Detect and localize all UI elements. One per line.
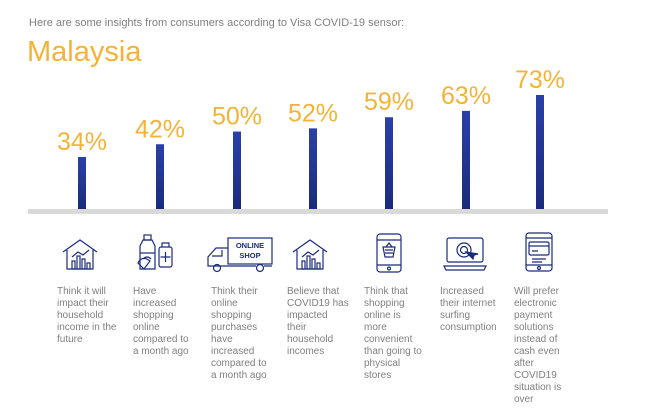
bar-4: [309, 128, 317, 211]
category-label-6: Increased their internet surfing consump…: [440, 286, 497, 333]
baseline: [28, 209, 608, 214]
laptop-click-icon: [443, 236, 487, 277]
value-label-5: 59%: [364, 88, 414, 116]
value-label-2: 42%: [135, 115, 185, 143]
bar-6: [462, 110, 470, 211]
bar-2: [156, 144, 164, 211]
value-label-3: 50%: [212, 103, 262, 131]
category-label-7: Will prefer electronic payment solutions…: [514, 286, 562, 405]
bar-7: [536, 95, 544, 211]
value-label-4: 52%: [288, 99, 338, 127]
intro-text: Here are some insights from consumers ac…: [29, 17, 405, 29]
value-label-6: 63%: [441, 82, 491, 110]
mobile-shopping-icon: [375, 233, 403, 278]
svg-text:SHOP: SHOP: [239, 251, 260, 260]
category-label-5: Think that shopping online is more conve…: [364, 286, 422, 381]
country-title: Malaysia: [27, 36, 142, 68]
value-label-1: 34%: [57, 128, 107, 156]
category-label-1: Think it will impact their household inc…: [57, 286, 117, 345]
bar-1: [78, 156, 86, 211]
house-chart-icon: [290, 237, 330, 276]
category-label-2: Have increased shopping online compared …: [133, 286, 189, 357]
svg-text:ONLINE: ONLINE: [236, 241, 264, 250]
category-label-3: Think their online shopping purchases ha…: [211, 286, 267, 381]
bar-3: [233, 131, 241, 211]
bar-5: [385, 117, 393, 211]
groceries-icon: [136, 233, 178, 276]
house-chart-icon: [60, 237, 100, 276]
delivery-truck-icon: ONLINE SHOP: [204, 236, 274, 279]
card-payment-icon: [524, 232, 554, 277]
category-label-4: Believe that COVID19 has impacted their …: [287, 286, 349, 357]
value-label-7: 73%: [515, 66, 565, 94]
